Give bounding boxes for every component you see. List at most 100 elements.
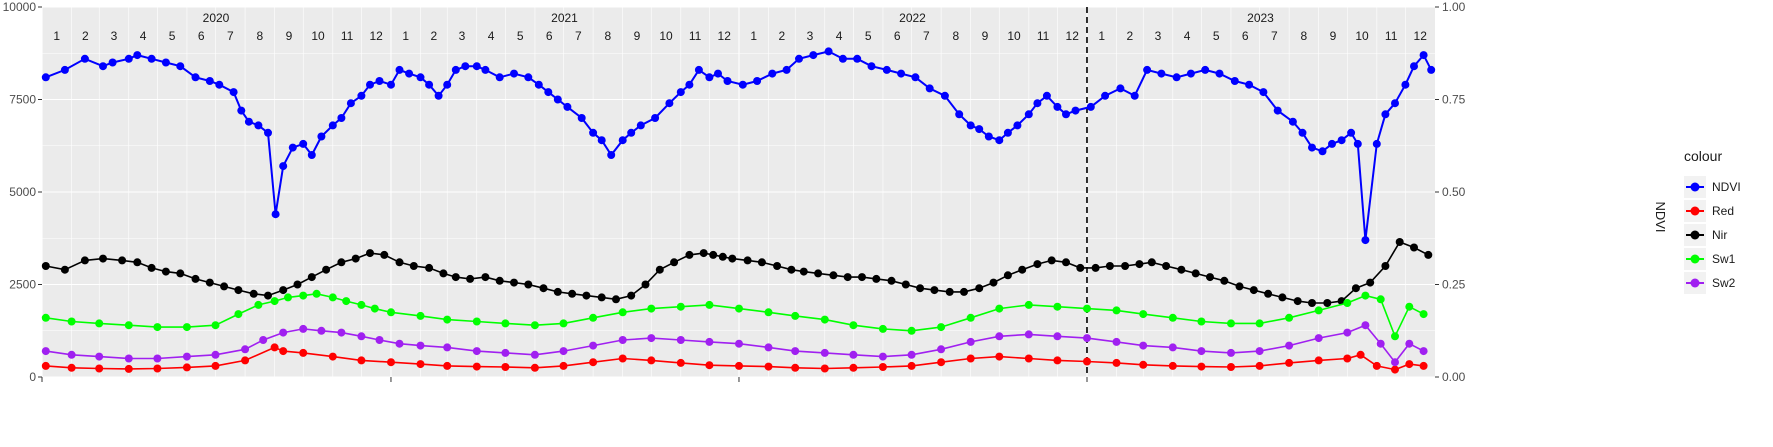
data-point-ndvi [1172, 73, 1181, 82]
data-point-sw2 [1361, 321, 1370, 330]
month-label: 2 [431, 29, 438, 43]
data-point-ndvi [510, 69, 518, 78]
data-point-sw2 [153, 354, 162, 363]
data-point-sw1 [357, 300, 366, 309]
data-point-ndvi [636, 121, 645, 130]
data-point-ndvi [925, 84, 934, 93]
data-point-sw2 [1405, 339, 1414, 348]
data-point-ndvi [853, 54, 862, 63]
data-point-ndvi [254, 121, 263, 130]
data-point-ndvi [544, 88, 553, 97]
data-point-red [387, 358, 395, 367]
month-label: 9 [1330, 29, 1337, 43]
data-point-nir [1351, 284, 1360, 293]
data-point-nir [293, 280, 302, 289]
data-point-nir [1062, 258, 1070, 267]
data-point-red [1391, 365, 1399, 374]
data-point-sw1 [67, 317, 76, 326]
data-point-ndvi [838, 54, 847, 63]
data-point-sw1 [1285, 313, 1294, 322]
data-point-ndvi [940, 91, 949, 100]
data-point-ndvi [911, 73, 920, 82]
data-point-sw1 [647, 304, 656, 313]
year-label: 2023 [1247, 11, 1274, 25]
legend-title: colour [1684, 148, 1722, 164]
month-label: 8 [953, 29, 960, 43]
data-point-red [1419, 361, 1428, 370]
data-point-nir [829, 271, 838, 280]
data-point-ndvi [676, 88, 685, 97]
data-point-ndvi [317, 132, 326, 141]
data-point-nir [539, 284, 548, 293]
data-point-sw1 [270, 297, 279, 306]
data-point-sw1 [937, 323, 946, 332]
data-point-ndvi [279, 162, 288, 171]
data-point-sw2 [375, 336, 384, 344]
data-point-ndvi [405, 69, 414, 78]
month-label: 1 [53, 29, 60, 43]
data-point-nir [279, 286, 288, 295]
data-point-sw1 [254, 300, 263, 309]
data-point-ndvi [768, 69, 777, 78]
data-point-nir [366, 249, 374, 258]
data-point-ndvi [1101, 91, 1110, 100]
data-point-red [820, 364, 829, 373]
data-point-ndvi [205, 77, 214, 85]
month-label: 5 [1213, 29, 1220, 43]
data-point-ndvi [425, 80, 434, 89]
data-point-nir [380, 250, 389, 259]
data-point-nir [655, 265, 664, 274]
data-point-nir [425, 263, 434, 272]
data-point-sw1 [878, 324, 887, 333]
data-point-nir [858, 273, 866, 282]
left-tick-label: 0 [29, 370, 36, 384]
data-point-nir [191, 274, 200, 283]
data-point-ndvi [1003, 128, 1012, 137]
data-point-sw2 [1112, 337, 1121, 346]
data-point-sw2 [849, 350, 858, 359]
data-point-ndvi [882, 65, 891, 74]
data-point-red [1255, 361, 1264, 370]
data-point-ndvi [1230, 77, 1239, 85]
data-point-nir [1047, 256, 1056, 265]
data-point-sw2 [1168, 343, 1177, 352]
data-point-sw1 [501, 319, 510, 328]
data-point-sw2 [395, 339, 404, 348]
data-point-nir [1206, 273, 1214, 282]
data-point-ndvi [1347, 128, 1356, 137]
data-point-nir [205, 278, 214, 287]
data-point-ndvi [147, 54, 156, 63]
data-point-ndvi [229, 88, 238, 97]
data-point-sw2 [41, 347, 50, 356]
month-label: 10 [311, 29, 325, 43]
data-point-ndvi [1130, 91, 1139, 100]
right-tick-label: 0.25 [1442, 278, 1466, 292]
data-point-ndvi [337, 114, 346, 122]
data-point-ndvi [387, 80, 395, 89]
data-point-ndvi [705, 73, 714, 82]
data-point-ndvi [995, 136, 1004, 145]
data-point-sw1 [342, 297, 351, 306]
data-point-ndvi [481, 65, 490, 74]
data-point-red [279, 347, 288, 356]
data-point-nir [568, 289, 577, 298]
data-point-nir [887, 276, 896, 285]
data-point-nir [930, 286, 939, 295]
data-point-sw1 [299, 291, 308, 300]
data-point-sw1 [1053, 302, 1062, 311]
series-ndvi [41, 47, 1436, 245]
data-point-sw1 [1227, 319, 1235, 328]
data-point-sw2 [937, 345, 946, 354]
legend-item-sw2: Sw2 [1684, 272, 1736, 294]
data-point-ndvi [357, 91, 366, 100]
data-point-nir [322, 265, 331, 274]
data-point-red [95, 364, 104, 373]
data-point-sw2 [764, 343, 773, 352]
data-point-nir [1366, 278, 1375, 287]
data-point-sw1 [328, 293, 337, 302]
data-point-nir [757, 258, 766, 267]
data-point-sw2 [416, 341, 425, 350]
data-point-nir [176, 269, 185, 278]
month-label: 8 [605, 29, 612, 43]
legend-key-point [1690, 182, 1700, 192]
